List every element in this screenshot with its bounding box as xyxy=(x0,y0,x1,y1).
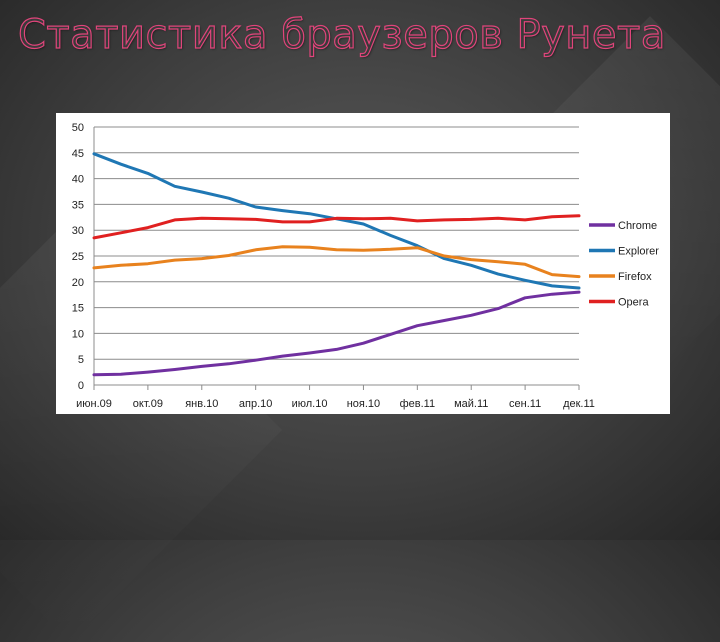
y-tick-label: 45 xyxy=(72,148,84,160)
x-tick-label: июл.10 xyxy=(292,398,328,410)
y-tick-label: 25 xyxy=(72,251,84,263)
series-line-chrome xyxy=(92,290,581,377)
legend-label-chrome: Chrome xyxy=(618,220,657,232)
y-tick-label: 0 xyxy=(78,380,84,392)
x-tick-label: май.11 xyxy=(454,398,488,410)
y-tick-label: 50 xyxy=(72,122,84,134)
y-tick-label: 20 xyxy=(72,277,84,289)
x-tick-label: ноя.10 xyxy=(347,398,380,410)
series-line-firefox xyxy=(92,245,581,279)
y-tick-label: 5 xyxy=(78,354,84,366)
line-chart: 0 5 10 15 20 25 30 35 40 45 50 июн.09 окт.09 янв.10 ап… xyxy=(72,122,660,410)
legend-label-firefox: Firefox xyxy=(618,271,652,283)
legend: Chrome Explorer Firefox Opera xyxy=(589,220,659,309)
series-layer xyxy=(92,152,581,377)
series-line-opera xyxy=(92,214,581,240)
x-tick-label: окт.09 xyxy=(133,398,163,410)
x-tick-label: сен.11 xyxy=(509,398,541,410)
y-tick-label: 40 xyxy=(72,174,84,186)
x-tick-label: янв.10 xyxy=(185,398,218,410)
axis-layer: 0 5 10 15 20 25 30 35 40 45 50 июн.09 окт.09 янв.10 ап… xyxy=(72,122,595,410)
legend-label-explorer: Explorer xyxy=(618,246,659,258)
chart-panel: 0 5 10 15 20 25 30 35 40 45 50 июн.09 окт.09 янв.10 ап… xyxy=(56,113,670,414)
x-tick-label: апр.10 xyxy=(239,398,272,410)
x-tick-label: дек.11 xyxy=(563,398,595,410)
grid-layer xyxy=(94,126,579,360)
x-tick-label: июн.09 xyxy=(76,398,112,410)
slide-title: Статистика браузеров Рунета xyxy=(17,11,666,58)
y-tick-label: 10 xyxy=(72,328,84,340)
x-tick-label: фев.11 xyxy=(400,398,436,410)
legend-label-opera: Opera xyxy=(618,297,649,309)
y-tick-label: 15 xyxy=(72,303,84,315)
y-tick-label: 30 xyxy=(72,225,84,237)
y-tick-label: 35 xyxy=(72,199,84,211)
